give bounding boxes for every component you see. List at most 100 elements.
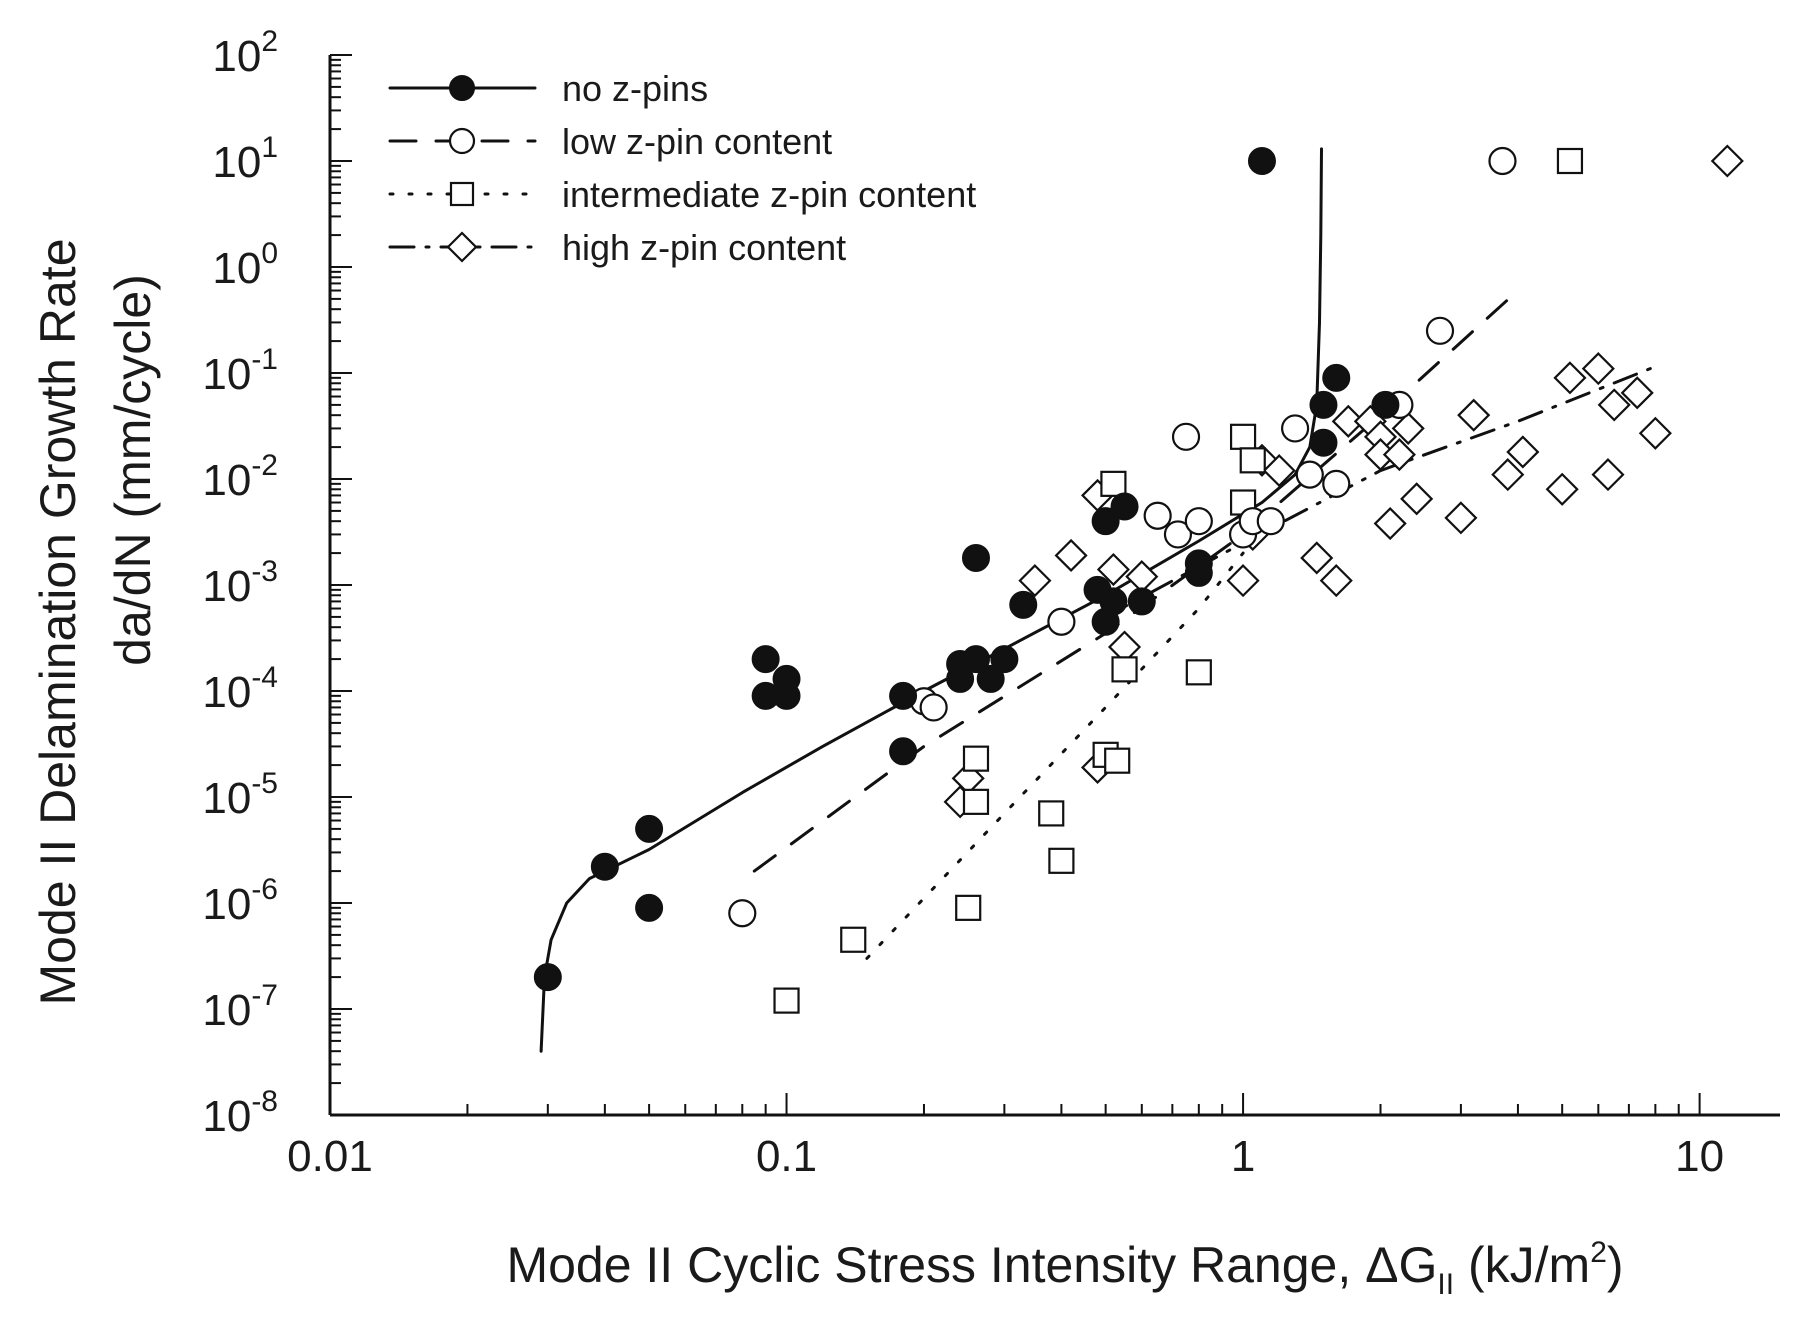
y-axis-title-line2: da/dN (mm/cycle)	[105, 274, 161, 666]
axes: 0.01 0.1 1 10 10-8 10-7 10-6 10-5 10-4 10-3 10-2 10…	[202, 25, 1780, 1181]
data-point	[1710, 144, 1744, 178]
data-point	[889, 737, 918, 766]
data-point	[1545, 472, 1579, 506]
data-point	[1638, 416, 1672, 450]
data-point	[1247, 147, 1276, 175]
data-point	[1506, 435, 1540, 469]
data-point	[1143, 501, 1172, 530]
data-point	[1163, 520, 1193, 549]
data-point	[1309, 428, 1338, 457]
data-point	[1300, 541, 1334, 575]
data-point	[1280, 414, 1310, 443]
data-point	[1104, 747, 1131, 774]
data-point	[1009, 590, 1038, 619]
y-tick-label: 10-8	[202, 1085, 278, 1141]
y-tick-label: 10-5	[202, 767, 278, 823]
legend: no z-pins low z-pin content intermediate z…	[388, 68, 976, 268]
data-point	[728, 899, 757, 928]
y-axis-title-line1: Mode II Delamination Growth Rate	[30, 238, 86, 1005]
data-point	[1047, 607, 1076, 636]
legend-label: no z-pins	[562, 68, 708, 109]
data-point	[449, 75, 475, 101]
x-tick-label: 1	[1231, 1132, 1255, 1181]
data-point	[1262, 454, 1296, 488]
data-point	[1185, 659, 1212, 686]
data-point	[962, 788, 990, 815]
data-point	[1371, 390, 1400, 419]
data-point	[1099, 587, 1128, 616]
y-tick-label: 10-1	[202, 343, 278, 399]
data-point	[1591, 458, 1625, 492]
data-point	[1226, 564, 1260, 598]
y-tick-label: 10-4	[202, 661, 278, 717]
data-point	[772, 664, 801, 693]
data-point	[635, 814, 664, 843]
data-point	[1382, 438, 1416, 472]
y-tick-label: 100	[212, 237, 278, 293]
data-point	[962, 745, 990, 772]
data-point	[1096, 552, 1130, 587]
x-tick-label: 0.01	[287, 1132, 373, 1181]
data-point	[840, 926, 867, 953]
data-point	[1319, 564, 1353, 598]
data-point	[1239, 447, 1266, 474]
data-point	[919, 693, 948, 722]
data-point	[1488, 146, 1517, 176]
data-point	[1444, 501, 1478, 535]
data-point	[1331, 404, 1365, 438]
data-point	[1373, 506, 1407, 541]
data-point	[590, 852, 619, 881]
data-point	[1256, 507, 1285, 536]
data-point	[1295, 460, 1324, 489]
legend-label: intermediate z-pin content	[562, 174, 976, 215]
data-point	[773, 987, 800, 1014]
data-point	[1400, 482, 1434, 516]
data-point	[1457, 398, 1491, 432]
data-point	[446, 231, 478, 263]
data-point	[1184, 558, 1213, 587]
x-tick-label: 10	[1675, 1132, 1724, 1181]
data-point	[1091, 507, 1120, 536]
data-point	[1425, 316, 1455, 345]
data-point	[1171, 422, 1201, 451]
data-point	[1038, 800, 1065, 827]
data-point	[448, 127, 476, 155]
y-tick-label: 102	[212, 25, 278, 81]
data-point	[1054, 538, 1088, 573]
axis-titles: Mode II Cyclic Stress Intensity Range, Δ…	[30, 238, 1624, 1301]
x-axis-title: Mode II Cyclic Stress Intensity Range, Δ…	[506, 1236, 1623, 1301]
data-point	[961, 645, 990, 674]
data-point	[1322, 469, 1351, 498]
data-point	[1184, 507, 1213, 536]
data-point	[635, 893, 664, 922]
data-points	[533, 144, 1744, 1014]
y-tick-label: 101	[212, 131, 278, 187]
data-point	[1100, 470, 1127, 497]
data-point	[1620, 376, 1654, 410]
y-tick-label: 10-6	[202, 873, 278, 929]
data-point	[1125, 560, 1159, 594]
y-tick-label: 10-2	[202, 449, 278, 505]
data-point	[955, 894, 982, 921]
data-point	[1048, 847, 1075, 874]
data-point	[1110, 492, 1139, 521]
data-point	[1556, 147, 1584, 175]
data-point	[1597, 388, 1631, 422]
data-point	[1553, 361, 1587, 395]
data-point	[976, 664, 1005, 693]
legend-label: high z-pin content	[562, 227, 846, 268]
data-point	[1491, 458, 1525, 492]
data-point	[1018, 564, 1052, 598]
data-point	[1581, 352, 1615, 386]
fit-curve	[865, 551, 1245, 960]
data-point	[1309, 390, 1338, 419]
data-point	[751, 645, 780, 674]
data-point	[990, 645, 1019, 674]
y-tick-label: 10-7	[202, 979, 278, 1035]
data-point	[1111, 656, 1138, 683]
legend-label: low z-pin content	[562, 121, 832, 162]
data-point	[889, 681, 918, 710]
data-point	[1229, 423, 1257, 450]
data-point	[449, 181, 475, 207]
